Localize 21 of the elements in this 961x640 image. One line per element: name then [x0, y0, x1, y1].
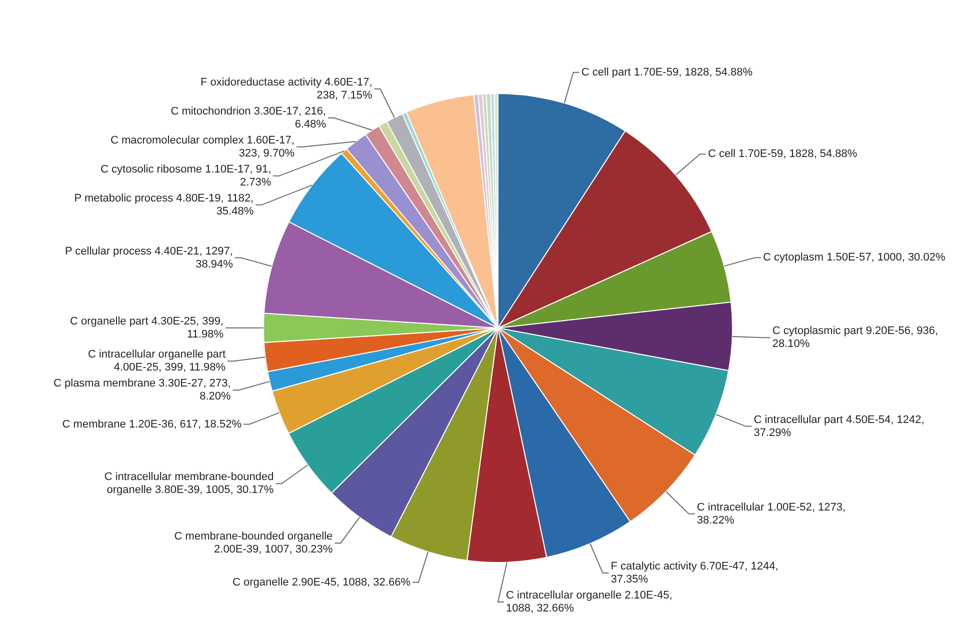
slice-label: C organelle part 4.30E-25, 399, 11.98% — [70, 315, 224, 340]
slice-label: C mitochondrion 3.30E-17, 216, 6.48% — [170, 105, 326, 130]
slice-label: C intracellular organelle 2.10E-45, 1088, 32.66% — [506, 590, 672, 615]
slice-label: P cellular process 4.40E-21, 1297, 38.94% — [64, 245, 234, 270]
slice-label: C organelle 2.90E-45, 1088, 32.66% — [232, 576, 411, 588]
slice-label: C intracellular organelle part 4.00E-25, 399, 11.98% — [88, 348, 226, 374]
slice-label: C membrane-bounded organelle 2.00E-39, 1007, 30.23% — [174, 530, 333, 556]
slice-label: C intracellular 1.00E-52, 1273, 38.22% — [696, 501, 846, 526]
slice-label: C intracellular membrane-bounded organelle 3.80E-39, 1005, 30.17% — [104, 471, 274, 496]
slice-label: C cell 1.70E-59, 1828, 54.88% — [708, 148, 858, 160]
slice-label: C cell part 1.70E-59, 1828, 54.88% — [581, 66, 753, 78]
slice-label: C cytosolic ribosome 1.10E-17, 91, 2.73% — [100, 163, 272, 188]
slice-label: C macromolecular complex 1.60E-17, 323, 9.70% — [110, 134, 295, 160]
slice-label: P metabolic process 4.80E-19, 1182, 35.48% — [74, 192, 254, 218]
slice-label: F oxidoreductase activity 4.60E-17, 238, 7.15% — [200, 76, 372, 102]
slice-label: F catalytic activity 6.70E-47, 1244, 37.35% — [610, 560, 778, 586]
slice-label: C cytoplasmic part 9.20E-56, 936, 28.10% — [772, 325, 938, 350]
slice-label: C cytoplasm 1.50E-57, 1000, 30.02% — [763, 252, 946, 264]
slice-label: C membrane 1.20E-36, 617, 18.52% — [62, 418, 242, 430]
slice-label: C intracellular part 4.50E-54, 1242, 37.29% — [754, 414, 924, 439]
slice-label: C plasma membrane 3.30E-27, 273, 8.20% — [54, 378, 232, 403]
